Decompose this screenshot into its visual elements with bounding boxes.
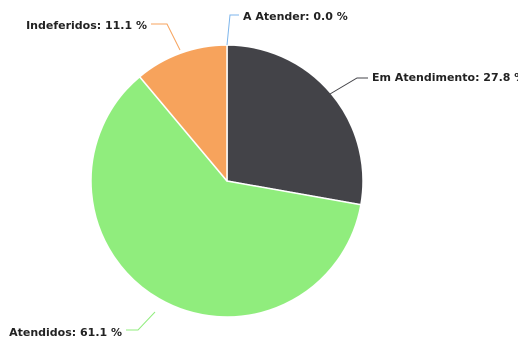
label-connectors — [126, 14, 368, 331]
data-labels: Em Atendimento: 27.8 % Atendidos: 61.1 % I… — [9, 10, 518, 339]
data-label-atendidos: Atendidos: 61.1 % — [9, 326, 122, 339]
connector-line-em-atendimento — [329, 77, 368, 95]
pie-slice-atendidos[interactable] — [90, 76, 362, 318]
pie-slice-indeferidos[interactable] — [138, 44, 228, 182]
pie-slices — [90, 44, 364, 318]
pie-slice-em-atendimento[interactable] — [226, 44, 364, 206]
data-label-em-atendimento: Em Atendimento: 27.8 % — [372, 71, 518, 84]
connector-line-atendidos — [126, 311, 156, 331]
data-label-indeferidos: Indeferidos: 11.1 % — [26, 19, 147, 32]
connector-line-indeferidos — [151, 23, 181, 51]
data-label-a-atender: A Atender: 0.0 % — [243, 10, 348, 23]
connector-line-a-atender — [226, 14, 239, 46]
